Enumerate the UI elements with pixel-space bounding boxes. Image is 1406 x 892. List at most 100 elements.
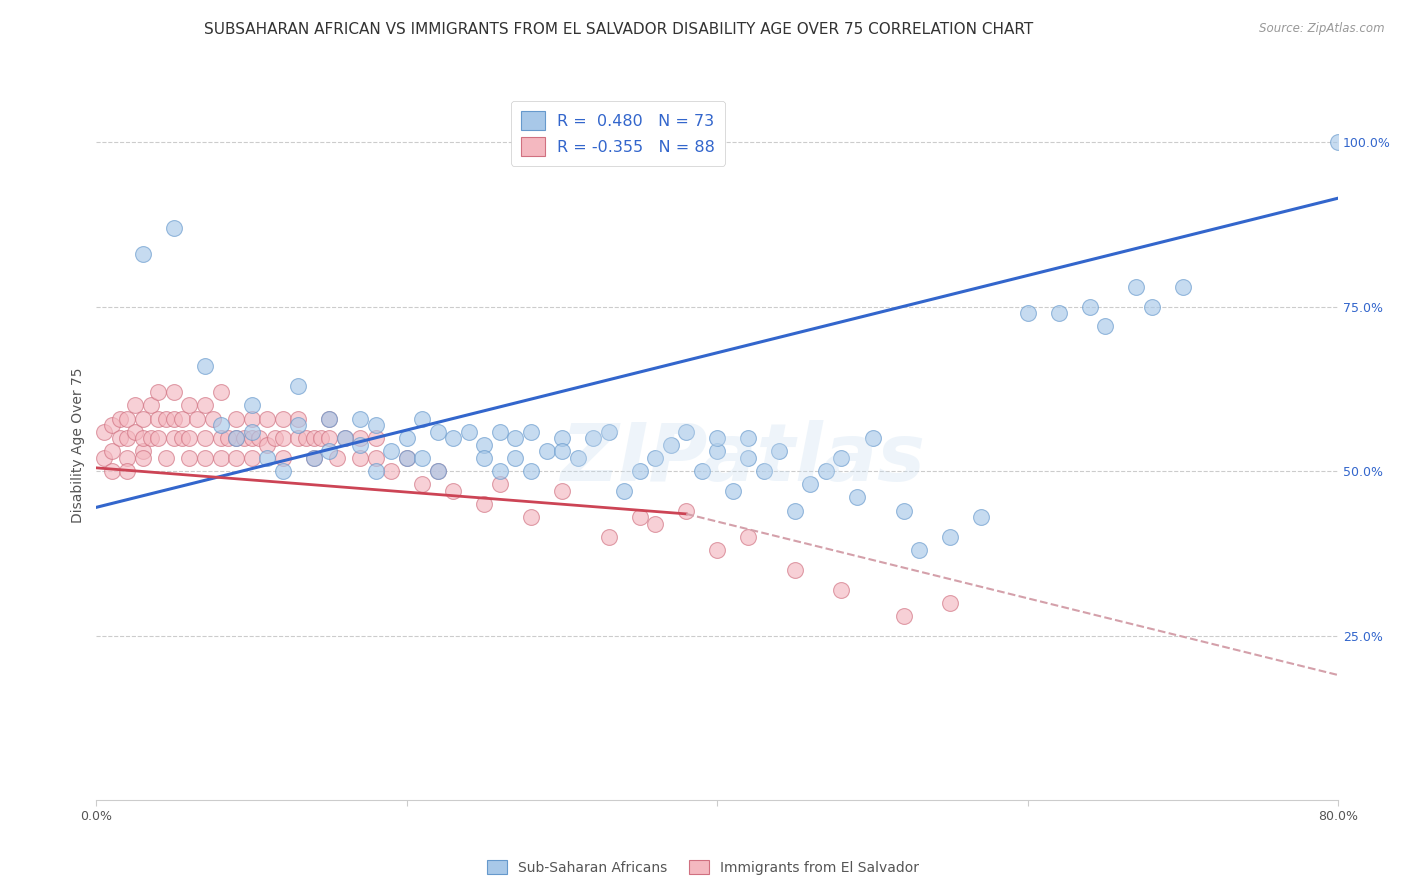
Y-axis label: Disability Age Over 75: Disability Age Over 75 — [72, 368, 86, 523]
Point — [163, 220, 186, 235]
Point — [155, 450, 177, 465]
Point — [349, 450, 371, 465]
Point — [179, 450, 201, 465]
Point — [318, 411, 340, 425]
Point — [675, 503, 697, 517]
Point — [132, 444, 155, 458]
Point — [271, 450, 294, 465]
Point — [148, 431, 170, 445]
Point — [240, 411, 263, 425]
Point — [970, 510, 993, 524]
Point — [893, 503, 915, 517]
Point — [783, 563, 806, 577]
Point — [364, 431, 387, 445]
Point — [209, 450, 232, 465]
Point — [194, 398, 217, 412]
Point — [232, 431, 254, 445]
Point — [426, 464, 449, 478]
Point — [326, 450, 349, 465]
Point — [295, 431, 318, 445]
Point — [411, 411, 433, 425]
Point — [505, 431, 527, 445]
Point — [364, 450, 387, 465]
Point — [302, 431, 325, 445]
Point — [380, 464, 402, 478]
Point — [93, 425, 115, 439]
Point — [287, 418, 309, 433]
Point — [598, 425, 620, 439]
Point — [194, 450, 217, 465]
Point — [628, 510, 651, 524]
Point — [132, 431, 155, 445]
Point — [675, 425, 697, 439]
Point — [551, 444, 574, 458]
Point — [706, 431, 728, 445]
Point — [520, 510, 543, 524]
Point — [721, 483, 744, 498]
Point — [551, 483, 574, 498]
Point — [333, 431, 356, 445]
Point — [287, 378, 309, 392]
Point — [551, 431, 574, 445]
Point — [659, 438, 682, 452]
Point — [737, 450, 759, 465]
Point — [474, 450, 496, 465]
Point — [613, 483, 636, 498]
Point — [155, 411, 177, 425]
Point — [690, 464, 713, 478]
Point — [458, 425, 481, 439]
Point — [644, 450, 666, 465]
Point — [201, 411, 224, 425]
Point — [163, 411, 186, 425]
Point — [194, 431, 217, 445]
Point — [1327, 135, 1350, 149]
Point — [217, 431, 239, 445]
Point — [256, 411, 278, 425]
Point — [240, 398, 263, 412]
Point — [411, 450, 433, 465]
Point — [93, 450, 115, 465]
Point — [1094, 319, 1116, 334]
Point — [117, 464, 139, 478]
Point — [349, 431, 371, 445]
Point — [264, 431, 287, 445]
Point — [1125, 280, 1147, 294]
Point — [520, 425, 543, 439]
Point — [132, 411, 155, 425]
Point — [271, 431, 294, 445]
Point — [489, 464, 512, 478]
Text: SUBSAHARAN AFRICAN VS IMMIGRANTS FROM EL SALVADOR DISABILITY AGE OVER 75 CORRELA: SUBSAHARAN AFRICAN VS IMMIGRANTS FROM EL… — [204, 22, 1033, 37]
Point — [411, 477, 433, 491]
Point — [240, 425, 263, 439]
Point — [426, 425, 449, 439]
Point — [752, 464, 775, 478]
Point — [737, 530, 759, 544]
Point — [179, 431, 201, 445]
Point — [256, 450, 278, 465]
Point — [799, 477, 821, 491]
Point — [862, 431, 884, 445]
Point — [520, 464, 543, 478]
Point — [139, 398, 162, 412]
Point — [101, 444, 124, 458]
Point — [240, 450, 263, 465]
Point — [489, 477, 512, 491]
Point — [225, 431, 247, 445]
Point — [1140, 300, 1163, 314]
Point — [170, 411, 193, 425]
Point — [148, 385, 170, 400]
Point — [441, 431, 464, 445]
Point — [831, 582, 853, 597]
Point — [170, 431, 193, 445]
Point — [311, 431, 333, 445]
Point — [271, 411, 294, 425]
Point — [247, 431, 270, 445]
Point — [124, 398, 146, 412]
Point — [783, 503, 806, 517]
Point — [644, 516, 666, 531]
Point — [737, 431, 759, 445]
Point — [287, 411, 309, 425]
Point — [240, 431, 263, 445]
Point — [939, 596, 962, 610]
Point — [441, 483, 464, 498]
